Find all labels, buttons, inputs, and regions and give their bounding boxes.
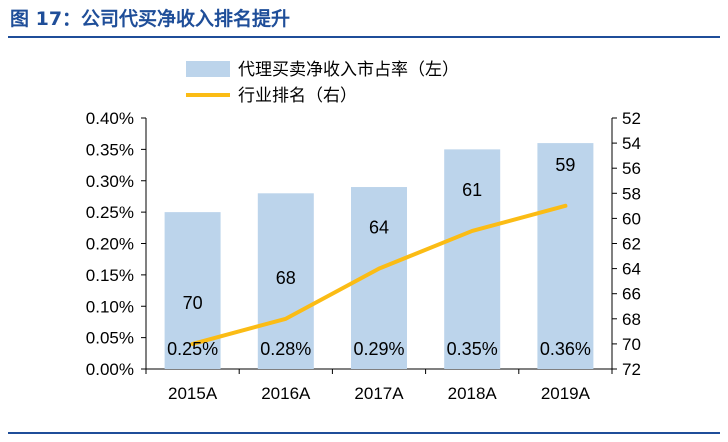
left-tick-label: 0.25% [86,203,134,222]
bar-data-label: 0.25% [167,339,218,359]
x-tick-label: 2016A [261,384,311,403]
bar-data-label: 0.35% [447,339,498,359]
line-data-label: 59 [555,155,575,175]
right-tick-label: 60 [622,209,641,228]
bar-labels: 0.25% 0.28% 0.29% 0.35% 0.36% [167,339,591,359]
right-tick-label: 62 [622,235,641,254]
left-tick-label: 0.30% [86,172,134,191]
bar-data-label: 0.29% [353,339,404,359]
right-tick-label: 68 [622,310,641,329]
left-tick-label: 0.35% [86,140,134,159]
right-tick-label: 56 [622,159,641,178]
bar [444,149,501,369]
rank-line-group [190,203,568,346]
right-tick-label: 64 [622,260,641,279]
right-tick-label: 66 [622,285,641,304]
legend-label-bar: 代理买卖净收入市占率（左） [238,60,459,79]
right-tick-label: 58 [622,184,641,203]
x-tick-label: 2019A [541,384,591,403]
x-tick-label: 2017A [354,384,404,403]
line-labels: 70 68 64 61 59 [183,155,576,313]
rank-line [190,203,568,346]
right-tick-label: 72 [622,360,641,379]
left-tick-label: 0.05% [86,329,134,348]
line-data-label: 70 [183,293,203,313]
line-data-label: 68 [276,268,296,288]
left-axis: 0.00% 0.05% 0.10% 0.15% 0.20% 0.25% 0.30% 0.35%… [86,109,147,379]
line-data-label: 64 [369,218,389,238]
legend-swatch-bar [186,61,230,77]
left-tick-label: 0.40% [86,109,134,128]
left-tick-label: 0.00% [86,360,134,379]
bar-data-label: 0.28% [260,339,311,359]
right-tick-label: 52 [622,109,641,128]
x-tick-label: 2015A [168,384,218,403]
top-rule [8,36,720,38]
legend-label-line: 行业排名（右） [238,86,357,105]
bar [257,193,314,369]
line-data-label: 61 [462,180,482,200]
right-tick-label: 70 [622,335,641,354]
right-axis: 52 54 56 58 60 62 64 66 68 70 72 [611,109,641,379]
bottom-rule [8,432,720,434]
legend: 代理买卖净收入市占率（左） 行业排名（右） [186,60,459,105]
left-tick-label: 0.15% [86,266,134,285]
x-tick-label: 2018A [448,384,498,403]
left-tick-label: 0.20% [86,235,134,254]
right-tick-label: 54 [622,134,641,153]
figure-title: 图 17：公司代买净收入排名提升 [10,8,291,30]
bars [164,143,594,369]
bar [537,143,594,369]
bar-data-label: 0.36% [540,339,591,359]
left-tick-label: 0.10% [86,297,134,316]
x-axis: 2015A 2016A 2017A 2018A 2019A [145,368,613,403]
